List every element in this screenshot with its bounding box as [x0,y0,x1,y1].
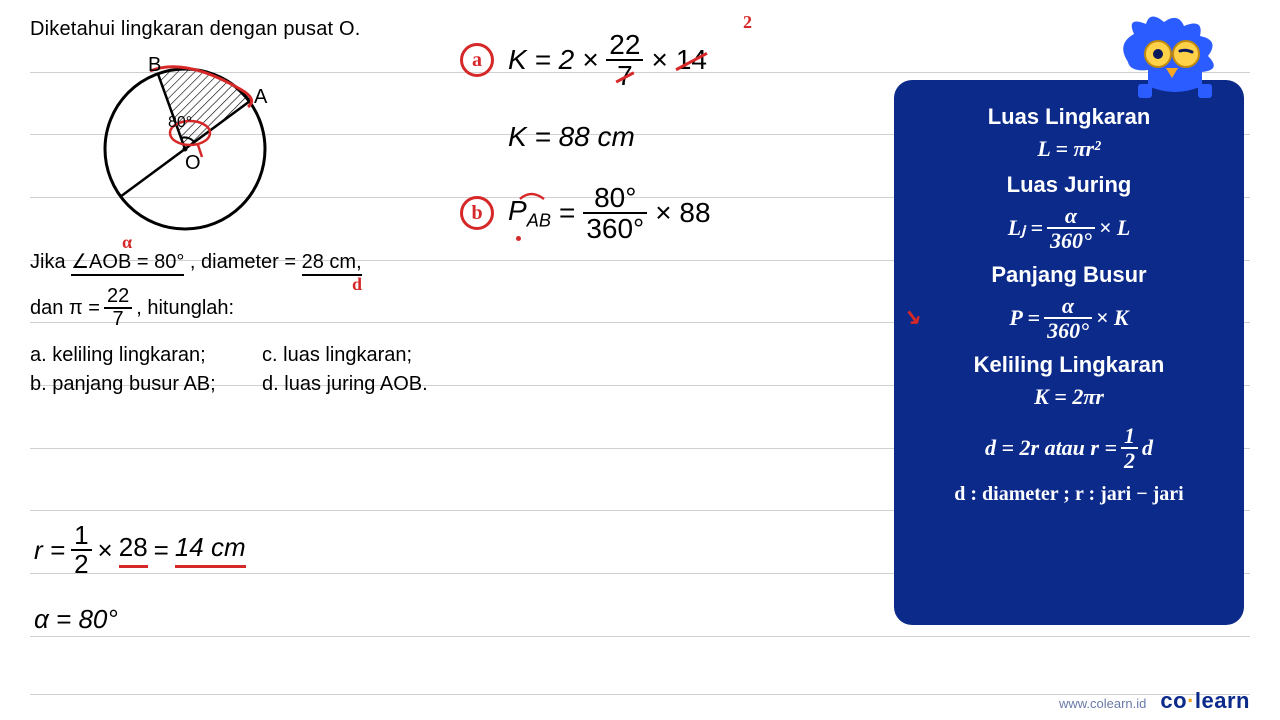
rule-line [30,636,1250,637]
f-luas-juring: Lⱼ = α 360° × L [906,204,1232,252]
legend: d : diameter ; r : jari − jari [906,483,1232,506]
b-den: 360° [583,214,647,243]
question-c: c. luas lingkaran; [262,344,450,367]
r-num: 1 [71,522,91,551]
d-fraction: 1 2 [1121,424,1138,472]
mascot-icon [1120,14,1230,104]
h-luas-juring: Luas Juring [906,172,1232,198]
given-line-2: dan π = 22 7 , hitunglah: [30,286,450,330]
f-keliling: K = 2πr [906,384,1232,410]
badge-a: a [460,43,494,77]
a-fraction: 22 7 [606,30,643,91]
b-fraction: 80° 360° [583,183,647,244]
page: Diketahui lingkaran dengan pusat O. [0,0,1280,720]
pi-den: 7 [104,309,132,330]
pb-tail: × K [1096,305,1129,331]
f-luas-lingkaran: L = πr² [906,136,1232,162]
d-den: 2 [1121,449,1138,472]
diagram-label-o: O [185,152,201,174]
solution-block: a K = 2 × 22 7 × 14 2 K = 88 cm b PAB = … [460,30,840,274]
pb-fraction: α 360° [1044,294,1092,342]
lj-fraction: α 360° [1047,204,1095,252]
given-prefix: Jika [30,251,71,273]
pi-fraction: 22 7 [104,286,132,330]
annotation-alpha: α [122,229,132,257]
r-28: 28 [119,532,148,568]
d-num: 1 [1121,424,1138,449]
badge-b: b [460,196,494,230]
work-r-line: r = 1 2 × 28 = 14 cm [34,522,246,579]
solution-b-line: b PAB = 80° 360° × 88 [460,183,840,244]
solution-a-line1: a K = 2 × 22 7 × 14 2 [460,30,840,91]
r-eq: = [154,535,169,566]
diagram-label-b: B [148,54,161,76]
lj-lhs: Lⱼ = [1008,215,1043,241]
given2-suffix: , hitunglah: [136,293,234,324]
problem-block: Diketahui lingkaran dengan pusat O. [30,18,450,396]
given-line-1: Jika ∠AOB = 80° , diameter = 28 cm, α d [30,247,450,278]
given2-prefix: dan π = [30,293,100,324]
d-tail: d [1142,435,1153,461]
brand-post: learn [1195,688,1250,713]
footer: www.colearn.id co·learn [1059,688,1250,714]
h-luas-lingkaran: Luas Lingkaran [906,104,1232,130]
r-fraction: 1 2 [71,522,91,579]
f-panjang-busur: P = α 360° × K ↘ [906,294,1232,342]
a-den: 7 [606,61,643,90]
annotation-d: d [352,271,362,299]
b-eq: = [559,197,575,229]
a-cancel-2: 2 [743,12,752,33]
h-keliling: Keliling Lingkaran [906,352,1232,378]
pb-num: α [1044,294,1092,319]
r-den: 2 [71,551,91,578]
solution-a-line2: K = 88 cm [508,121,840,153]
red-dot-icon [516,236,521,241]
work-alpha-line: α = 80° [34,604,118,635]
pb-den: 360° [1044,319,1092,342]
circle-diagram: B A O 80° [90,49,280,239]
problem-title: Diketahui lingkaran dengan pusat O. [30,18,450,41]
r-lhs: r = [34,535,65,566]
brand-pre: co [1160,688,1187,713]
pi-num: 22 [104,286,132,309]
question-a: a. keliling lingkaran; [30,344,238,367]
r-mul: × [98,535,113,566]
a-num: 22 [606,30,643,61]
h-panjang-busur: Panjang Busur [906,262,1232,288]
lj-den: 360° [1047,229,1095,252]
r-result: 14 cm [175,532,246,568]
a-14: 14 [676,44,707,76]
question-b: b. panjang busur AB; [30,373,238,396]
diagram-label-a: A [254,86,268,108]
given-mid: , diameter = [190,251,302,273]
footer-url: www.colearn.id [1059,696,1146,711]
lj-num: α [1047,204,1095,229]
red-arrow-icon: ↘ [902,304,920,330]
formula-panel: Luas Lingkaran L = πr² Luas Juring Lⱼ = … [894,80,1244,625]
d-lhs: d = 2r atau r = [985,435,1117,461]
question-d: d. luas juring AOB. [262,373,450,396]
a-mul: × [651,44,667,76]
f-diameter: d = 2r atau r = 1 2 d [906,424,1232,472]
lj-tail: × L [1099,215,1130,241]
b-sub: AB [527,210,551,230]
pb-lhs: P = [1009,305,1040,331]
b-tail: × 88 [655,197,710,229]
footer-brand: co·learn [1160,688,1250,714]
brand-dot: · [1187,688,1195,713]
diagram-angle: 80° [168,114,192,131]
questions: a. keliling lingkaran; c. luas lingkaran… [30,344,450,396]
b-num: 80° [583,183,647,214]
a-lhs: K = 2 × [508,44,598,76]
